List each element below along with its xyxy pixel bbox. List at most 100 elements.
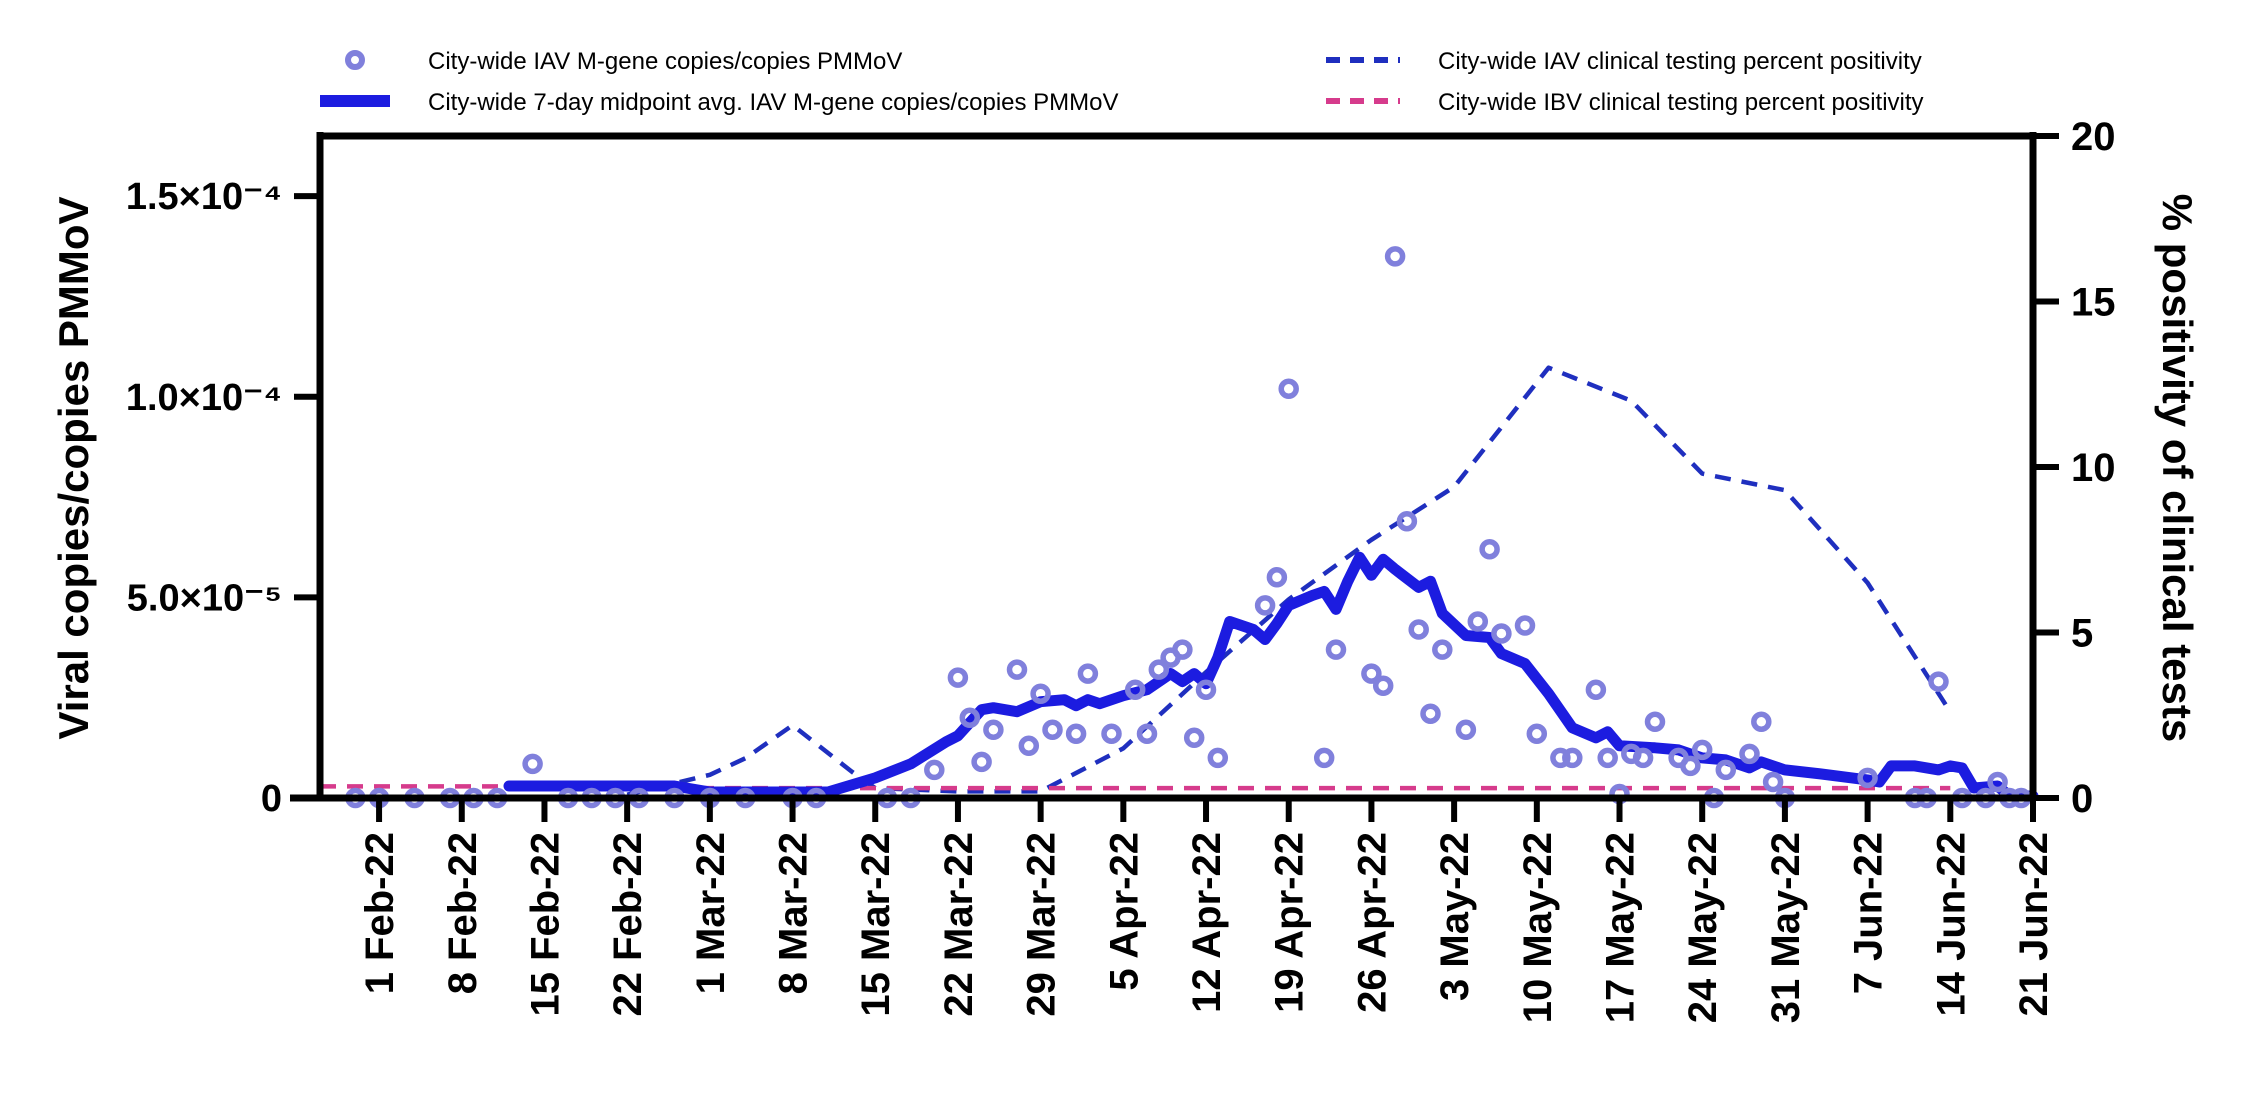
wastewater-sample-point: [1455, 719, 1477, 741]
wastewater-sample-point: [1101, 723, 1122, 745]
wastewater-sample-point: [1065, 723, 1087, 745]
wastewater-sample-point: [1372, 675, 1394, 696]
wastewater-sample-point: [924, 759, 945, 781]
wastewater-sample-point: [1715, 759, 1737, 781]
wastewater-sample-point: [1195, 679, 1217, 700]
wastewater-sample-point: [1408, 619, 1429, 640]
wastewater-sample-point: [1928, 671, 1949, 692]
x-tick-label: 5 Apr-22: [1102, 832, 1146, 991]
wastewater-sample-point: [1278, 378, 1299, 400]
wastewater-sample-point: [1739, 743, 1760, 765]
wastewater-sample-point: [1562, 747, 1583, 769]
wastewater-sample-point: [1006, 659, 1028, 680]
wastewater-sample-point: [1680, 755, 1701, 777]
x-tick-label: 8 Feb-22: [441, 832, 485, 994]
x-tick-label: 7 Jun-22: [1847, 832, 1891, 994]
wastewater-sample-point: [1632, 747, 1654, 769]
wastewater-sample-point: [1526, 723, 1548, 745]
x-tick-label: 3 May-22: [1433, 832, 1477, 1001]
legend-label-scatter: City-wide IAV M-gene copies/copies PMMoV: [428, 48, 902, 75]
x-tick-label: 1 Feb-22: [358, 832, 402, 994]
wastewater-sample-point: [1597, 747, 1618, 769]
wastewater-sample-point: [1313, 747, 1335, 769]
wastewater-sample-point: [959, 707, 981, 729]
wastewater-sample-point: [1396, 510, 1418, 532]
wastewater-sample-point: [1384, 246, 1406, 267]
wastewater-sample-point: [1207, 747, 1229, 769]
x-tick-label: 1 Mar-22: [689, 832, 733, 994]
wastewater-sample-point: [1124, 679, 1146, 700]
legend-marker-scatter: [345, 50, 365, 70]
wastewater-sample-point: [1467, 611, 1489, 632]
wastewater-sample-point: [1148, 659, 1170, 680]
x-tick-label: 14 Jun-22: [1929, 832, 1973, 1017]
x-tick-label: 8 Mar-22: [772, 832, 816, 994]
wastewater-sample-point: [971, 751, 992, 773]
x-tick-label: 15 Mar-22: [854, 832, 898, 1017]
wastewater-sample-point: [522, 753, 543, 775]
wastewater-sample-point: [1550, 747, 1571, 769]
y-right-tick-label: 10: [2071, 446, 2116, 490]
wastewater-sample-point: [1136, 723, 1158, 745]
wastewater-sample-point: [1987, 771, 2008, 793]
wastewater-sample-point: [1691, 739, 1713, 761]
wastewater-sample-point: [1514, 615, 1536, 636]
legend-label-avg: City-wide 7-day midpoint avg. IAV M-gene…: [428, 89, 1119, 116]
wastewater-sample-point: [1172, 639, 1193, 660]
y-left-tick-label: 0: [261, 778, 282, 820]
x-tick-label: 19 Apr-22: [1268, 832, 1312, 1013]
y-axis-right-title: % positivity of clinical tests: [2154, 194, 2201, 742]
x-tick-label: 22 Feb-22: [606, 832, 650, 1017]
y-axis-left-title: Viral copies/copies PMMoV: [50, 196, 97, 739]
legend-item-iav-clinical: City-wide IAV clinical testing percent p…: [1326, 48, 1922, 75]
legend-label-iav-clinical: City-wide IAV clinical testing percent p…: [1438, 48, 1922, 75]
wastewater-sample-point: [1030, 683, 1051, 704]
x-tick-label: 21 Jun-22: [2012, 832, 2056, 1017]
y-left-tick-label: 5.0×10⁻⁵: [127, 577, 282, 619]
wastewater-sample-point: [1420, 703, 1441, 724]
wastewater-sample-point: [1762, 771, 1784, 793]
wastewater-sample-point: [1325, 639, 1347, 660]
wastewater-sample-point: [1491, 623, 1512, 644]
y-right-tick-label: 0: [2071, 777, 2093, 821]
x-tick-label: 10 May-22: [1516, 832, 1560, 1023]
x-tick-label: 24 May-22: [1681, 832, 1725, 1023]
iav-clinical-positivity-line: [626, 365, 1953, 797]
wastewater-sample-point: [1585, 679, 1607, 700]
wastewater-sample-point: [1254, 595, 1276, 616]
wastewater-sample-point: [1077, 663, 1099, 684]
seven-day-average-line: [503, 551, 2039, 802]
x-tick-label: 22 Mar-22: [937, 832, 981, 1017]
legend-item-ibv-clinical: City-wide IBV clinical testing percent p…: [1326, 89, 1924, 116]
axis-frame: [290, 132, 2037, 802]
y-left-tick-label: 1.0×10⁻⁴: [126, 377, 282, 419]
wastewater-sample-point: [1751, 711, 1772, 733]
wastewater-sample-point: [983, 719, 1004, 741]
plot-area: [320, 246, 2039, 809]
axes: 0 5.0×10⁻⁵ 1.0×10⁻⁴ 1.5×10⁻⁴ 0 5 10 15 20 1 Feb-2…: [126, 115, 2116, 1023]
wastewater-sample-point: [1432, 639, 1453, 660]
legend-item-scatter: City-wide IAV M-gene copies/copies PMMoV: [345, 48, 902, 75]
y-right-tick-label: 20: [2071, 115, 2116, 159]
x-tick-label: 31 May-22: [1764, 832, 1808, 1023]
wastewater-sample-point: [1479, 538, 1500, 560]
y-left-tick-label: 1.5×10⁻⁴: [126, 176, 282, 218]
x-tick-label: 15 Feb-22: [524, 832, 568, 1017]
wastewater-sample-point: [1361, 663, 1382, 684]
legend-label-ibv-clinical: City-wide IBV clinical testing percent p…: [1438, 89, 1924, 116]
x-tick-label: 12 Apr-22: [1185, 832, 1229, 1013]
wastewater-sample-point: [1018, 735, 1040, 757]
legend: City-wide IAV M-gene copies/copies PMMoV…: [320, 48, 1924, 116]
wastewater-sample-point: [1857, 767, 1878, 789]
wastewater-sample-point: [1183, 727, 1205, 749]
x-tick-label: 29 Mar-22: [1020, 832, 1064, 1017]
y-right-tick-label: 5: [2071, 612, 2093, 656]
x-tick-label: 17 May-22: [1599, 832, 1643, 1023]
y-right-tick-label: 15: [2071, 281, 2116, 325]
wastewater-sample-point: [1644, 711, 1666, 733]
x-tick-label: 26 Apr-22: [1350, 832, 1394, 1013]
legend-item-avg: City-wide 7-day midpoint avg. IAV M-gene…: [320, 89, 1119, 116]
wastewater-sample-point: [1266, 567, 1288, 588]
wastewater-sample-point: [1042, 719, 1063, 741]
